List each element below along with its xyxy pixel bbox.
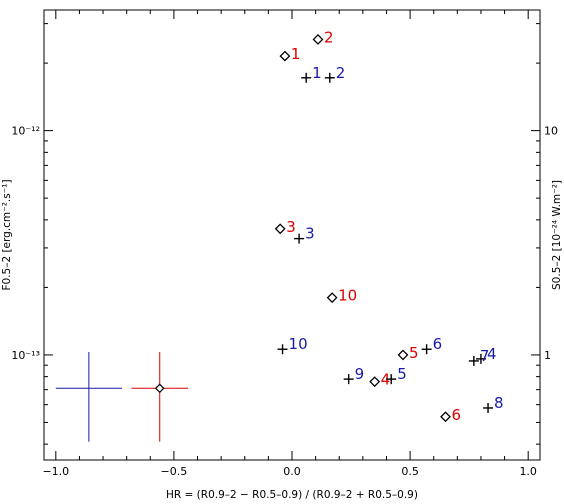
point-label: 8 (494, 394, 504, 412)
point-label: 2 (324, 28, 334, 46)
point-label: 1 (291, 45, 301, 63)
error-crosses (55, 352, 189, 442)
point-label: 10 (338, 287, 357, 305)
diamond-point (440, 411, 451, 423)
y-tick-label: 10⁻¹³ (11, 349, 40, 362)
y-axis-label: F0.5–2 [erg.cm⁻².s⁻¹] (1, 179, 13, 290)
point-label: 2 (336, 64, 346, 82)
y2-tick-label: 10 (544, 125, 558, 138)
x-tick-label: 1.0 (519, 465, 537, 478)
diamond-point (312, 34, 324, 45)
x-tick-label: −1.0 (42, 465, 69, 478)
y2-axis-ticks: 1 10 (531, 23, 558, 445)
point-label: 7 (480, 347, 490, 365)
y-tick-label: 10⁻¹² (11, 125, 40, 138)
x-tick-label: 0.5 (401, 465, 419, 478)
diamond-point (326, 292, 338, 304)
point-label: 3 (305, 225, 315, 243)
point-label: 3 (286, 218, 296, 236)
x-axis-ticks: −1.0 −0.5 0.0 0.5 1.0 (42, 10, 537, 478)
y2-axis-label: S0.5–2 [10⁻²⁴ W.m⁻²] (551, 180, 563, 290)
y2-tick-label: 1 (544, 349, 551, 362)
diamond-point (274, 223, 286, 235)
diamond-point (397, 349, 409, 361)
point-label: 1 (312, 64, 322, 82)
x-axis-label: HR = (R0.9–2 − R0.5–0.9) / (R0.9–2 + R0.… (166, 489, 418, 501)
point-label: 5 (409, 344, 419, 362)
point-label: 6 (452, 406, 462, 424)
point-label: 6 (433, 335, 443, 353)
error-cross-marker (154, 383, 165, 394)
point-label: 4 (487, 345, 497, 363)
diamond-point (279, 50, 291, 62)
point-label: 10 (289, 335, 308, 353)
y-axis-ticks: 10⁻¹³ 10⁻¹² (11, 23, 53, 445)
point-label: 9 (355, 365, 365, 383)
diamond-point (369, 376, 381, 388)
x-tick-label: −0.5 (161, 465, 188, 478)
point-label: 5 (397, 365, 407, 383)
x-tick-label: 0.0 (283, 465, 301, 478)
point-label: 4 (381, 371, 391, 389)
